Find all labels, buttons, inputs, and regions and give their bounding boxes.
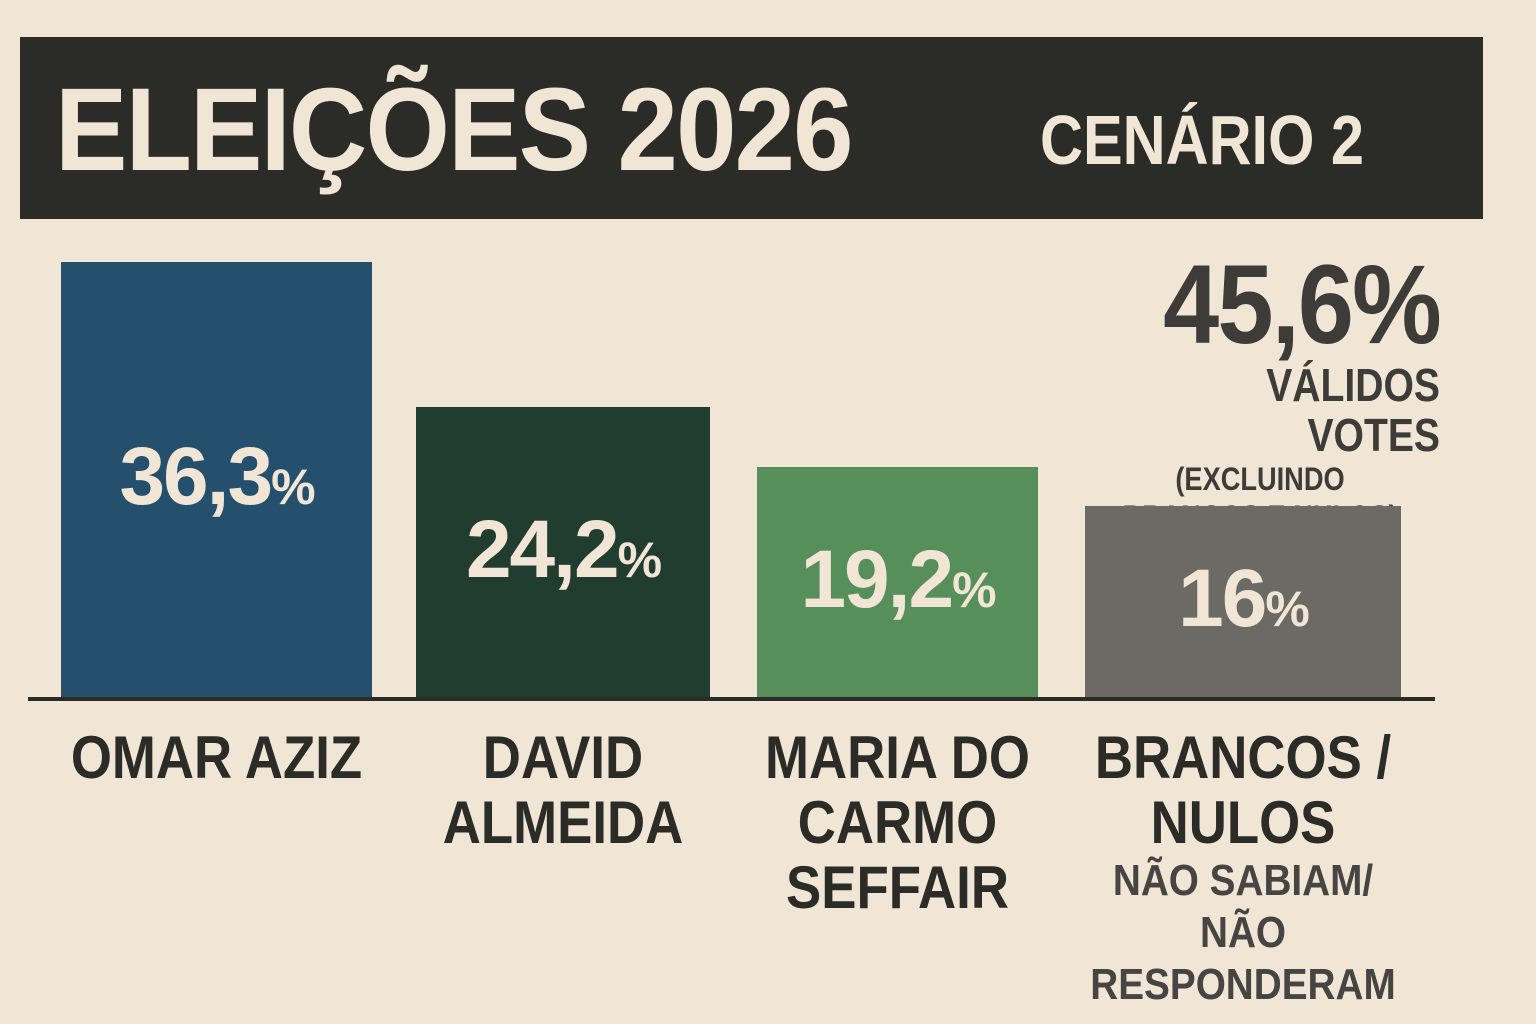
x-axis-line: [28, 697, 1435, 701]
category-label: BRANCOS / NULOS NÃO SABIAM/ NÃO RESPONDER…: [1069, 725, 1417, 1011]
category-name: DAVID ALMEIDA: [442, 724, 684, 856]
category-name: MARIA DO CARMO SEFFAIR: [765, 724, 1030, 921]
data-label-value: 36,3: [119, 431, 273, 522]
chart-title: ELEIÇÕES 2026: [55, 64, 854, 196]
data-label: 36,3%: [61, 430, 372, 524]
category-label: MARIA DO CARMO SEFFAIR: [739, 725, 1057, 920]
data-label: 19,2%: [757, 533, 1038, 627]
bar-4: 16%: [1085, 505, 1401, 698]
bar-2: 24,2%: [416, 407, 710, 698]
data-label: 16%: [1085, 552, 1401, 646]
bar-3: 19,2%: [757, 467, 1038, 698]
chart-subtitle: CENÁRIO 2: [1040, 101, 1364, 179]
valid-votes-label: VÁLIDOS VOTES: [1266, 359, 1440, 461]
category-label: OMAR AZIZ: [44, 725, 388, 790]
data-label-unit: %: [952, 561, 996, 618]
bar-1: 36,3%: [61, 262, 372, 698]
category-name: OMAR AZIZ: [70, 724, 363, 791]
valid-votes-value: 45,6%: [1163, 242, 1442, 367]
category-name: BRANCOS / NULOS: [1094, 724, 1392, 856]
data-label-value: 16: [1178, 552, 1267, 644]
data-label-unit: %: [271, 459, 315, 515]
data-label: 24,2%: [416, 503, 710, 597]
data-label-value: 19,2: [800, 533, 954, 625]
valid-votes-annotation: 45,6% VÁLIDOS VOTES (EXCLUINDO BRANCOS E…: [1080, 242, 1442, 536]
data-label-unit: %: [1265, 580, 1309, 637]
category-note: NÃO SABIAM/ NÃO RESPONDERAM: [1090, 856, 1396, 1009]
data-label-value: 24,2: [465, 503, 620, 595]
category-label: DAVID ALMEIDA: [398, 725, 727, 855]
title-banner: [20, 37, 1483, 219]
data-label-unit: %: [617, 531, 662, 588]
